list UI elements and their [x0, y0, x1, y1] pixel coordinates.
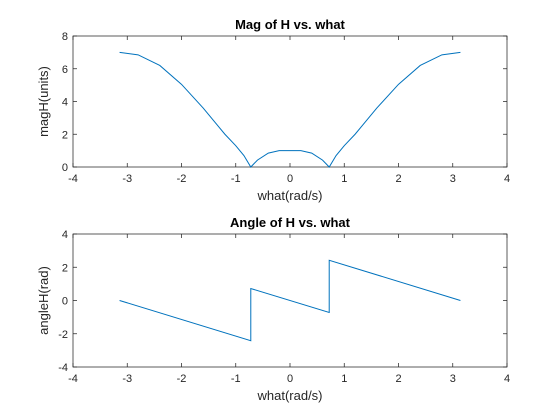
- plot2-x-tick-label: 0: [287, 373, 293, 385]
- plot2-x-tick-label: 3: [450, 373, 456, 385]
- plot2-y-tick-label: 2: [62, 262, 68, 274]
- plot1-y-axis-label: magH(units): [36, 66, 51, 137]
- plot2-x-tick-label: -4: [68, 373, 78, 385]
- plot1-x-tick-label: 2: [395, 173, 401, 185]
- plot2-series-line-1: [119, 259, 461, 342]
- plot2-y-tick-label: -2: [58, 329, 68, 341]
- plot2-x-axis-label: what(rad/s): [256, 388, 322, 403]
- plot2-x-tick-label: -2: [177, 373, 187, 385]
- plot1-x-tick-label: -4: [68, 173, 78, 185]
- plot1-x-tick-label: 1: [341, 173, 347, 185]
- plot1-y-tick-label: 2: [62, 129, 68, 141]
- plot1-y-tick-label: 0: [62, 162, 68, 174]
- plot2-x-tick-label: -1: [231, 373, 241, 385]
- plot2-y-tick-label: 0: [62, 296, 68, 308]
- plot2-x-tick-label: 2: [395, 373, 401, 385]
- plot1-x-tick-label: 3: [450, 173, 456, 185]
- plot1-axes-frame: [72, 35, 508, 168]
- plot1-x-tick-label: 0: [287, 173, 293, 185]
- plot1-y-tick-label: 8: [62, 31, 68, 43]
- plot2-y-axis-label: angleH(rad): [36, 266, 51, 335]
- plot2-x-tick-label: 4: [504, 373, 510, 385]
- plot2-x-tick-label: -3: [122, 373, 132, 385]
- plot1-x-tick-label: -1: [231, 173, 241, 185]
- plot1-x-tick-label: -3: [122, 173, 132, 185]
- plot1-series-line-1: [119, 51, 461, 168]
- plot1-x-tick-label: 4: [504, 173, 510, 185]
- plot2-x-tick-label: 1: [341, 373, 347, 385]
- plot1-y-tick-label: 6: [62, 64, 68, 76]
- plot2-title: Angle of H vs. what: [230, 215, 351, 230]
- plot1-y-tick-label: 4: [62, 97, 68, 109]
- plot2-y-tick-label: -4: [58, 362, 68, 374]
- plot1-x-tick-label: -2: [177, 173, 187, 185]
- plot1-x-axis-label: what(rad/s): [256, 188, 322, 203]
- plot1-title: Mag of H vs. what: [235, 17, 345, 32]
- plot2-y-tick-label: 4: [62, 229, 68, 241]
